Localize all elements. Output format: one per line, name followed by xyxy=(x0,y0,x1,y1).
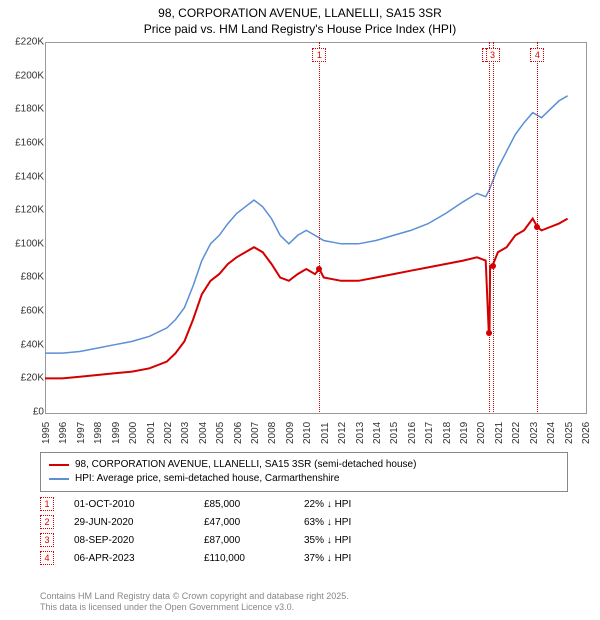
legend-row-blue: HPI: Average price, semi-detached house,… xyxy=(49,472,559,486)
event-marker-1: 1 xyxy=(312,48,326,62)
legend-row-red: 98, CORPORATION AVENUE, LLANELLI, SA15 3… xyxy=(49,458,559,472)
x-axis-tick: 2026 xyxy=(581,422,592,444)
y-axis-tick: £180K xyxy=(4,104,44,115)
y-axis-tick: £120K xyxy=(4,205,44,216)
x-axis-tick: 1998 xyxy=(93,422,104,444)
event-price: £87,000 xyxy=(204,535,304,546)
x-axis-tick: 2016 xyxy=(407,422,418,444)
x-axis-tick: 2014 xyxy=(372,422,383,444)
y-axis-tick: £0 xyxy=(4,407,44,418)
event-price: £110,000 xyxy=(204,553,304,564)
event-row: 2 29-JUN-2020£47,00063% ↓ HPI xyxy=(40,513,404,531)
legend-label-red: 98, CORPORATION AVENUE, LLANELLI, SA15 3… xyxy=(75,458,416,472)
event-row-marker: 4 xyxy=(40,551,54,565)
event-marker-4: 4 xyxy=(530,48,544,62)
event-row-marker: 2 xyxy=(40,515,54,529)
x-axis-tick: 2023 xyxy=(529,422,540,444)
legend-swatch-blue xyxy=(49,478,69,480)
event-marker-3: 3 xyxy=(486,48,500,62)
legend: 98, CORPORATION AVENUE, LLANELLI, SA15 3… xyxy=(40,452,568,492)
footer-line2: This data is licensed under the Open Gov… xyxy=(40,602,349,614)
x-axis-tick: 2002 xyxy=(163,422,174,444)
footer-line1: Contains HM Land Registry data © Crown c… xyxy=(40,591,349,603)
x-axis-tick: 2005 xyxy=(215,422,226,444)
legend-swatch-red xyxy=(49,464,69,466)
x-axis-tick: 2011 xyxy=(320,422,331,444)
x-axis-tick: 2024 xyxy=(546,422,557,444)
x-axis-tick: 2022 xyxy=(511,422,522,444)
x-axis-tick: 2013 xyxy=(355,422,366,444)
y-axis-tick: £200K xyxy=(4,70,44,81)
event-date: 01-OCT-2010 xyxy=(74,499,204,510)
x-axis-tick: 2010 xyxy=(302,422,313,444)
y-axis-tick: £220K xyxy=(4,37,44,48)
x-axis-tick: 2025 xyxy=(564,422,575,444)
event-row: 1 01-OCT-2010£85,00022% ↓ HPI xyxy=(40,495,404,513)
y-axis-tick: £40K xyxy=(4,339,44,350)
x-axis-tick: 1995 xyxy=(41,422,52,444)
chart-title: 98, CORPORATION AVENUE, LLANELLI, SA15 3… xyxy=(0,0,600,37)
x-axis-tick: 2000 xyxy=(128,422,139,444)
title-line2: Price paid vs. HM Land Registry's House … xyxy=(0,22,600,38)
event-date: 08-SEP-2020 xyxy=(74,535,204,546)
event-pct: 63% ↓ HPI xyxy=(304,517,404,528)
y-axis-tick: £160K xyxy=(4,137,44,148)
y-axis-tick: £20K xyxy=(4,373,44,384)
event-price: £47,000 xyxy=(204,517,304,528)
event-pct: 22% ↓ HPI xyxy=(304,499,404,510)
legend-label-blue: HPI: Average price, semi-detached house,… xyxy=(75,472,339,486)
event-row-marker: 1 xyxy=(40,497,54,511)
x-axis-tick: 1996 xyxy=(58,422,69,444)
event-date: 06-APR-2023 xyxy=(74,553,204,564)
x-axis-tick: 2009 xyxy=(285,422,296,444)
x-axis-tick: 2015 xyxy=(389,422,400,444)
x-axis-tick: 1997 xyxy=(76,422,87,444)
x-axis-tick: 2018 xyxy=(442,422,453,444)
event-price: £85,000 xyxy=(204,499,304,510)
x-axis-tick: 2003 xyxy=(180,422,191,444)
x-axis-tick: 2004 xyxy=(198,422,209,444)
event-table: 1 01-OCT-2010£85,00022% ↓ HPI 2 29-JUN-2020… xyxy=(40,495,404,567)
x-axis-tick: 2001 xyxy=(146,422,157,444)
y-axis-tick: £80K xyxy=(4,272,44,283)
event-row: 3 08-SEP-2020£87,00035% ↓ HPI xyxy=(40,531,404,549)
x-axis-tick: 2021 xyxy=(494,422,505,444)
chart-lines xyxy=(45,42,585,412)
x-axis-tick: 2012 xyxy=(337,422,348,444)
title-line1: 98, CORPORATION AVENUE, LLANELLI, SA15 3… xyxy=(0,6,600,22)
y-axis-tick: £60K xyxy=(4,306,44,317)
x-axis-tick: 2017 xyxy=(424,422,435,444)
event-date: 29-JUN-2020 xyxy=(74,517,204,528)
event-pct: 35% ↓ HPI xyxy=(304,535,404,546)
y-axis-tick: £100K xyxy=(4,238,44,249)
event-row-marker: 3 xyxy=(40,533,54,547)
footer: Contains HM Land Registry data © Crown c… xyxy=(40,591,349,614)
x-axis-tick: 2019 xyxy=(459,422,470,444)
x-axis-tick: 2020 xyxy=(476,422,487,444)
x-axis-tick: 1999 xyxy=(111,422,122,444)
event-row: 4 06-APR-2023£110,00037% ↓ HPI xyxy=(40,549,404,567)
x-axis-tick: 2008 xyxy=(267,422,278,444)
x-axis-tick: 2006 xyxy=(233,422,244,444)
x-axis-tick: 2007 xyxy=(250,422,261,444)
y-axis-tick: £140K xyxy=(4,171,44,182)
event-pct: 37% ↓ HPI xyxy=(304,553,404,564)
